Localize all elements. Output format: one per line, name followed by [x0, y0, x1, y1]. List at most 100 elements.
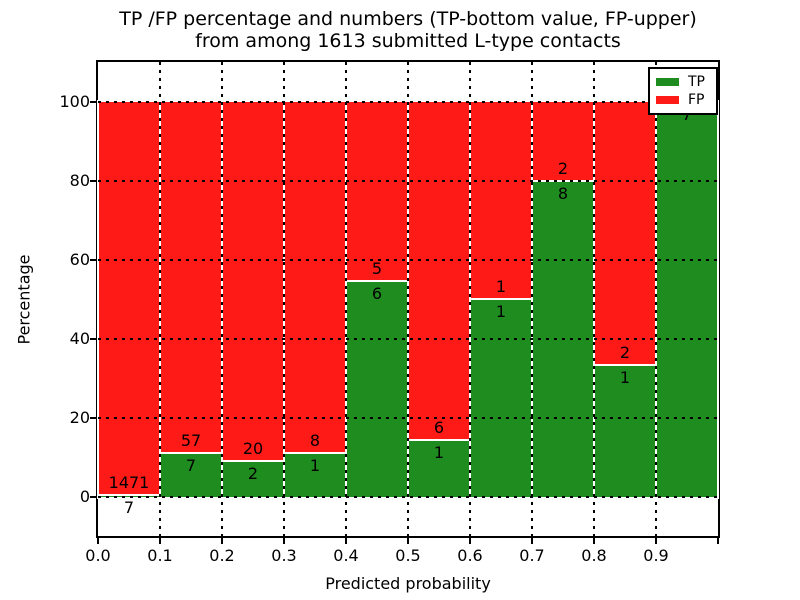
y-tick — [90, 179, 96, 182]
vertical-gridline — [221, 62, 223, 536]
y-tick-label: 60 — [69, 249, 90, 269]
y-tick — [90, 416, 96, 419]
y-tick — [90, 258, 96, 261]
tp-segment — [347, 280, 407, 497]
x-tick — [283, 538, 285, 544]
stacked-bar-bin-0.4-0.5 — [345, 99, 409, 499]
x-tick-label: 0.5 — [395, 546, 421, 565]
stacked-bar-bin-0.6-0.7 — [469, 99, 533, 499]
legend-item-tp: TP — [656, 75, 710, 89]
y-tick-label: 40 — [69, 328, 90, 348]
legend-label: FP — [688, 92, 705, 108]
tp-segment — [657, 101, 717, 497]
x-tick — [97, 538, 99, 544]
tp-segment — [409, 439, 469, 497]
horizontal-gridline — [98, 100, 718, 103]
fp-segment — [471, 101, 531, 298]
horizontal-gridline — [98, 416, 718, 419]
y-axis-label-wrap: Percentage — [12, 62, 36, 536]
vertical-gridline — [345, 62, 347, 536]
stacked-bar-bin-0.5-0.6 — [407, 99, 471, 499]
chart-title: TP /FP percentage and numbers (TP-bottom… — [96, 8, 720, 52]
chart-title-line2: from among 1613 submitted L-type contact… — [195, 30, 621, 52]
horizontal-gridline — [98, 258, 718, 261]
fp-segment — [533, 101, 593, 180]
tp-count-label: 1 — [433, 443, 445, 463]
tp-count-label: 8 — [557, 183, 569, 203]
legend-label: TP — [688, 74, 705, 90]
x-tick — [345, 538, 347, 544]
x-tick-label: 0.1 — [147, 546, 173, 565]
tp-segment — [223, 459, 283, 497]
vertical-gridline — [531, 62, 533, 536]
x-tick — [407, 538, 409, 544]
fp-count-label: 20 — [242, 438, 264, 458]
fp-count-label: 2 — [619, 342, 631, 362]
stacked-bar-bin-0.0-0.1 — [97, 99, 161, 499]
x-axis-label: Predicted probability — [325, 574, 491, 593]
x-tick — [717, 538, 719, 544]
fp-segment — [99, 101, 159, 494]
fp-segment — [285, 101, 345, 452]
fp-count-label: 8 — [309, 430, 321, 450]
fp-segment — [409, 101, 469, 440]
x-tick — [531, 538, 533, 544]
fp-legend-swatch — [656, 96, 679, 104]
tp-count-label: 1 — [495, 302, 507, 321]
x-tick — [469, 538, 471, 544]
x-tick-label: 0.8 — [581, 546, 607, 565]
vertical-gridline — [469, 62, 471, 536]
tp-count-label: 7 — [185, 456, 197, 476]
legend: TP FP — [648, 67, 718, 115]
fp-count-label: 1471 — [108, 472, 150, 492]
vertical-gridline — [655, 62, 657, 536]
tp-count-label: 1 — [309, 455, 321, 475]
y-tick-label: 20 — [69, 407, 90, 427]
x-tick — [593, 538, 595, 544]
y-tick — [90, 337, 96, 340]
tp-segment — [595, 363, 655, 497]
fp-count-label: 6 — [433, 418, 445, 438]
tp-count-label: 7 — [123, 497, 135, 517]
plot-area: 147175772028156611128217 0.00.10.20.30.4… — [15, 60, 720, 593]
x-tick-label: 0.3 — [271, 546, 297, 565]
x-tick — [655, 538, 657, 544]
tp-segment — [471, 298, 531, 497]
tp-segment — [161, 452, 221, 497]
y-tick — [90, 100, 96, 103]
fp-count-label: 1 — [495, 277, 507, 296]
tp-legend-swatch — [656, 78, 679, 86]
y-axis-label: Percentage — [14, 253, 34, 345]
fp-count-label: 57 — [180, 431, 202, 451]
x-tick-label: 0.7 — [519, 546, 545, 565]
x-tick-label: 0.9 — [643, 546, 669, 565]
chart-title-line1: TP /FP percentage and numbers (TP-bottom… — [119, 8, 697, 30]
stacked-bar-bin-0.8-0.9 — [593, 99, 657, 499]
y-tick — [90, 495, 96, 498]
y-tick-label: 80 — [69, 170, 90, 190]
fp-segment — [161, 101, 221, 453]
x-tick — [221, 538, 223, 544]
tp-count-label: 6 — [371, 284, 383, 304]
fp-segment — [595, 101, 655, 364]
stacked-bar-bin-0.9-1.0 — [655, 99, 719, 499]
fp-segment — [347, 101, 407, 281]
fp-count-label: 5 — [371, 259, 383, 279]
vertical-gridline — [159, 62, 161, 536]
tp-count-label: 1 — [619, 367, 631, 387]
vertical-gridline — [283, 62, 285, 536]
horizontal-gridline — [98, 337, 718, 340]
tp-segment — [99, 493, 159, 497]
tp-count-label: 2 — [247, 463, 259, 483]
x-tick-label: 0.2 — [209, 546, 235, 565]
tp-segment — [285, 451, 345, 497]
y-tick-label: 100 — [59, 91, 90, 111]
horizontal-gridline — [98, 179, 718, 182]
y-tick-label: 0 — [79, 486, 90, 506]
x-tick-label: 0.4 — [333, 546, 359, 565]
fp-count-label: 2 — [557, 158, 569, 178]
legend-item-fp: FP — [656, 93, 710, 107]
vertical-gridline — [593, 62, 595, 536]
fp-segment — [223, 101, 283, 460]
